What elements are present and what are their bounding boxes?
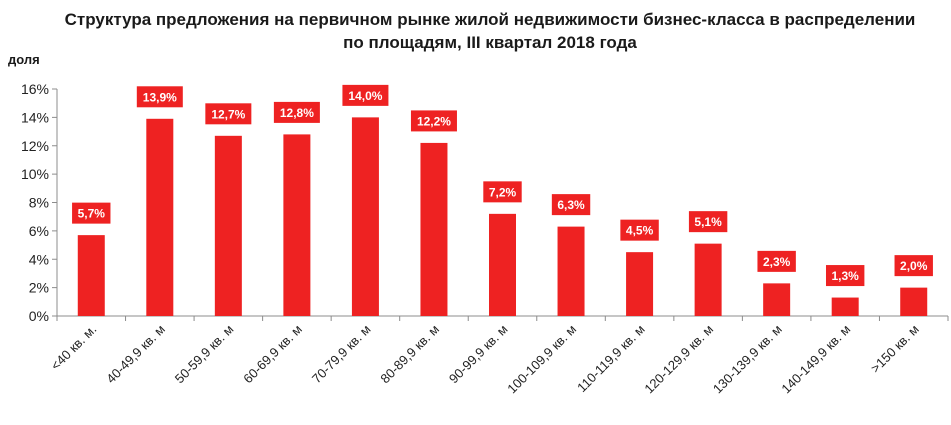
data-label: 5,7% bbox=[78, 207, 106, 221]
data-label-box bbox=[136, 86, 183, 108]
bar bbox=[283, 134, 311, 316]
bar bbox=[557, 226, 585, 316]
bar bbox=[489, 213, 516, 316]
y-tick-label: 12% bbox=[21, 138, 49, 154]
data-label: 2,3% bbox=[763, 255, 791, 269]
data-label-box bbox=[410, 110, 457, 132]
bars bbox=[77, 117, 928, 316]
y-tick-label: 2% bbox=[29, 280, 49, 296]
category-labels: <40 кв. м. 40-49,9 кв. м 50-59,9 кв. м 60-6… bbox=[48, 321, 922, 396]
data-label: 13,9% bbox=[143, 90, 177, 104]
category-label: 60-69,9 кв. м bbox=[240, 321, 305, 386]
data-label-box bbox=[273, 101, 320, 123]
data-label: 5,1% bbox=[694, 215, 722, 229]
data-label: 2,0% bbox=[900, 259, 928, 273]
data-label-box bbox=[72, 202, 111, 224]
category-label: 80-89,9 кв. м bbox=[377, 321, 442, 386]
category-label: <40 кв. м. bbox=[48, 322, 100, 374]
data-label: 7,2% bbox=[489, 185, 517, 199]
data-label: 6,3% bbox=[557, 198, 585, 212]
axes: 0% 2% 4% 6% 8% 10% 12% 14% 16% bbox=[21, 81, 949, 324]
data-label-box bbox=[894, 255, 933, 277]
data-label: 14,0% bbox=[348, 89, 382, 103]
category-label: 140-149,9 кв. м bbox=[778, 321, 853, 396]
bar bbox=[626, 252, 654, 316]
bar bbox=[420, 142, 448, 316]
data-label: 1,3% bbox=[832, 269, 860, 283]
data-label-box bbox=[688, 211, 728, 233]
data-label: 12,7% bbox=[211, 107, 245, 121]
data-label: 12,2% bbox=[417, 114, 451, 128]
data-label-box bbox=[205, 103, 252, 125]
category-label: >150 кв. м bbox=[868, 321, 922, 375]
category-label: 120-129,9 кв. м bbox=[641, 321, 716, 396]
category-label: 40-49,9 кв. м bbox=[103, 321, 168, 386]
y-tick-label: 14% bbox=[21, 109, 49, 125]
y-tick-label: 4% bbox=[29, 251, 49, 267]
data-label-box bbox=[483, 181, 522, 203]
bar bbox=[214, 135, 242, 316]
category-label: 110-119,9 кв. м bbox=[574, 321, 648, 395]
y-tick-label: 0% bbox=[29, 308, 49, 324]
chart-title: Структура предложения на первичном рынке… bbox=[64, 10, 916, 52]
bar bbox=[694, 243, 722, 316]
bar bbox=[146, 118, 174, 316]
bar bbox=[763, 283, 791, 316]
data-label-box bbox=[551, 194, 591, 216]
category-label: 130-139,9 кв. м bbox=[710, 321, 785, 396]
data-label: 12,8% bbox=[280, 106, 314, 120]
y-tick-label: 16% bbox=[21, 81, 49, 97]
data-label-box bbox=[620, 219, 659, 241]
category-label: 100-109,9 кв. м bbox=[504, 321, 579, 396]
data-label-box bbox=[825, 265, 865, 287]
data-label-box bbox=[342, 84, 389, 106]
bar bbox=[900, 287, 928, 316]
data-label-box bbox=[757, 250, 796, 272]
data-labels: 5,7% 13,9% 12,7% 12,8% 14,0% 12,2% 7,2% 6,3% 4,5… bbox=[72, 84, 933, 287]
data-label: 4,5% bbox=[626, 224, 654, 238]
y-axis-label: доля bbox=[8, 52, 40, 67]
y-tick-label: 10% bbox=[21, 166, 49, 182]
category-label: 70-79,9 кв. м bbox=[309, 321, 374, 386]
category-label: 50-59,9 кв. м bbox=[172, 321, 237, 386]
category-label: 90-99,9 кв. м bbox=[446, 321, 511, 386]
bar bbox=[351, 117, 379, 316]
bar bbox=[77, 235, 105, 316]
y-tick-label: 6% bbox=[29, 223, 49, 239]
y-tick-label: 8% bbox=[29, 195, 49, 211]
bar bbox=[831, 297, 859, 316]
